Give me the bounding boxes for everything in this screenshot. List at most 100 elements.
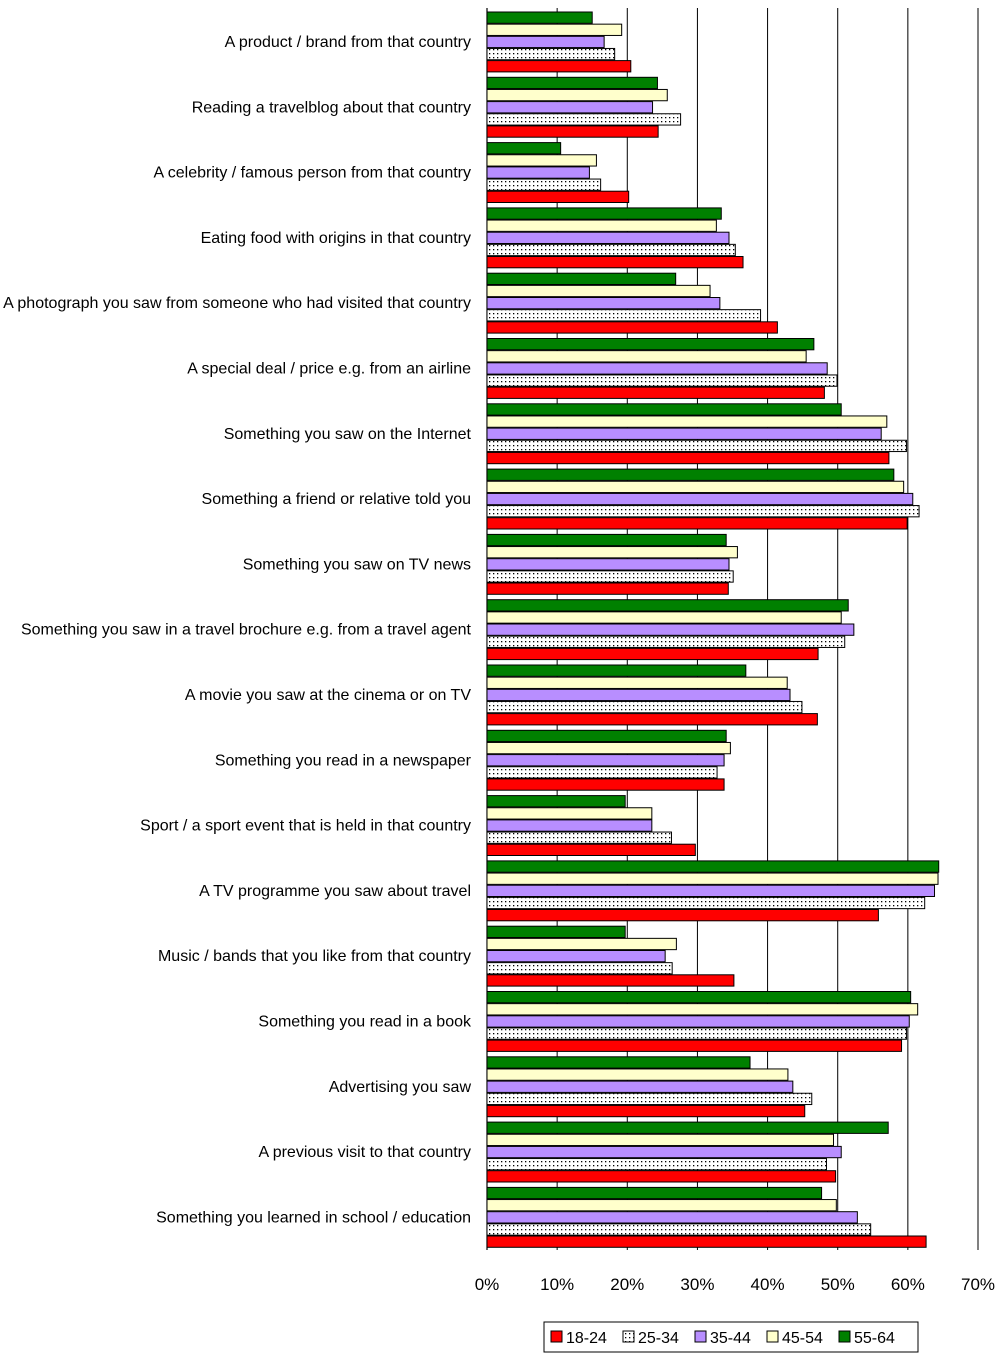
x-tick-label: 70% <box>961 1275 995 1294</box>
bar <box>486 974 735 987</box>
bar <box>486 113 682 126</box>
category-label: Something you saw on the Internet <box>224 426 472 443</box>
x-tick-label: 40% <box>751 1275 785 1294</box>
legend-label: 25-34 <box>638 1330 679 1347</box>
bar <box>486 23 623 36</box>
category-label: A TV programme you saw about travel <box>199 883 471 900</box>
category-label: A previous visit to that country <box>258 1144 471 1161</box>
category-label: Something you read in a book <box>258 1013 472 1030</box>
bar <box>486 611 842 624</box>
bar <box>486 386 825 399</box>
bar <box>486 1170 837 1183</box>
bar <box>486 154 597 167</box>
bar <box>486 962 673 975</box>
legend-swatch <box>550 1330 563 1343</box>
legend-label: 55-64 <box>854 1330 895 1347</box>
bar <box>486 374 838 387</box>
legend-swatch <box>622 1330 635 1343</box>
bar <box>486 741 731 755</box>
bar <box>486 166 590 179</box>
bar <box>486 647 819 661</box>
bar <box>486 896 926 910</box>
bar <box>486 403 842 416</box>
bar <box>486 492 914 506</box>
bar <box>486 243 736 257</box>
bar <box>486 1104 806 1118</box>
category-label: Something you read in a newspaper <box>215 752 472 769</box>
bar <box>486 219 717 232</box>
bar <box>486 778 725 791</box>
bar <box>486 843 696 857</box>
category-labels: A product / brand from that country Readi… <box>3 34 472 1226</box>
bar <box>486 884 936 898</box>
bar <box>486 819 653 832</box>
bar <box>486 47 616 61</box>
bar <box>486 309 762 322</box>
bar <box>486 190 630 203</box>
bar <box>486 338 815 351</box>
bar <box>486 439 907 453</box>
x-tick-label: 50% <box>821 1275 855 1294</box>
category-label: Sport / a sport event that is held in th… <box>140 818 471 835</box>
bar <box>486 451 890 465</box>
legend-swatch <box>838 1330 851 1343</box>
bar <box>486 480 905 494</box>
bar <box>486 207 722 220</box>
bar <box>486 1027 907 1040</box>
category-label: Music / bands that you like from that co… <box>158 948 471 965</box>
bar <box>486 517 908 530</box>
bar <box>486 11 593 24</box>
bar <box>486 350 807 363</box>
category-label: A product / brand from that country <box>225 34 471 51</box>
legend-box <box>543 1321 919 1353</box>
bar <box>486 76 658 90</box>
bar <box>486 256 744 269</box>
bar <box>486 297 721 310</box>
x-tick-label: 10% <box>540 1275 574 1294</box>
category-label: Eating food with origins in that country <box>201 230 471 247</box>
bar <box>486 546 738 559</box>
bar <box>486 1211 858 1224</box>
bar <box>486 1145 842 1159</box>
bar <box>486 635 846 648</box>
bar <box>486 676 788 689</box>
category-label: A photograph you saw from someone who ha… <box>3 295 471 312</box>
category-label: Something a friend or relative told you <box>202 491 471 508</box>
bar <box>486 427 882 440</box>
bar <box>486 178 602 191</box>
bar <box>486 1121 889 1134</box>
legend-label: 35-44 <box>710 1330 751 1347</box>
bar <box>486 415 888 428</box>
bar <box>486 468 895 481</box>
bars <box>486 11 940 1248</box>
legend-swatch <box>694 1330 707 1343</box>
category-label: A celebrity / famous person from that co… <box>154 165 471 182</box>
bar <box>486 570 734 583</box>
bar <box>486 1068 789 1081</box>
bar <box>486 872 939 885</box>
bar <box>486 937 677 951</box>
bar <box>486 1039 903 1052</box>
legend: 18-24 25-34 35-44 45-54 55-64 <box>543 1321 919 1353</box>
category-label: A special deal / price e.g. from an airl… <box>187 360 471 377</box>
bar <box>486 1186 823 1200</box>
bar <box>486 925 626 939</box>
category-label: A movie you saw at the cinema or on TV <box>185 687 471 704</box>
bar <box>486 950 666 963</box>
bar <box>486 1133 835 1147</box>
bar <box>486 88 668 102</box>
bar <box>486 231 730 244</box>
bar <box>486 991 912 1004</box>
bar <box>486 1080 794 1093</box>
bar <box>486 860 940 873</box>
bar <box>486 125 659 138</box>
category-label: Something you saw in a travel brochure e… <box>21 622 472 639</box>
bar <box>486 713 818 726</box>
bar <box>486 1015 910 1028</box>
bar <box>486 623 855 636</box>
bar <box>486 558 730 571</box>
bar <box>486 909 879 922</box>
bar <box>486 101 654 114</box>
